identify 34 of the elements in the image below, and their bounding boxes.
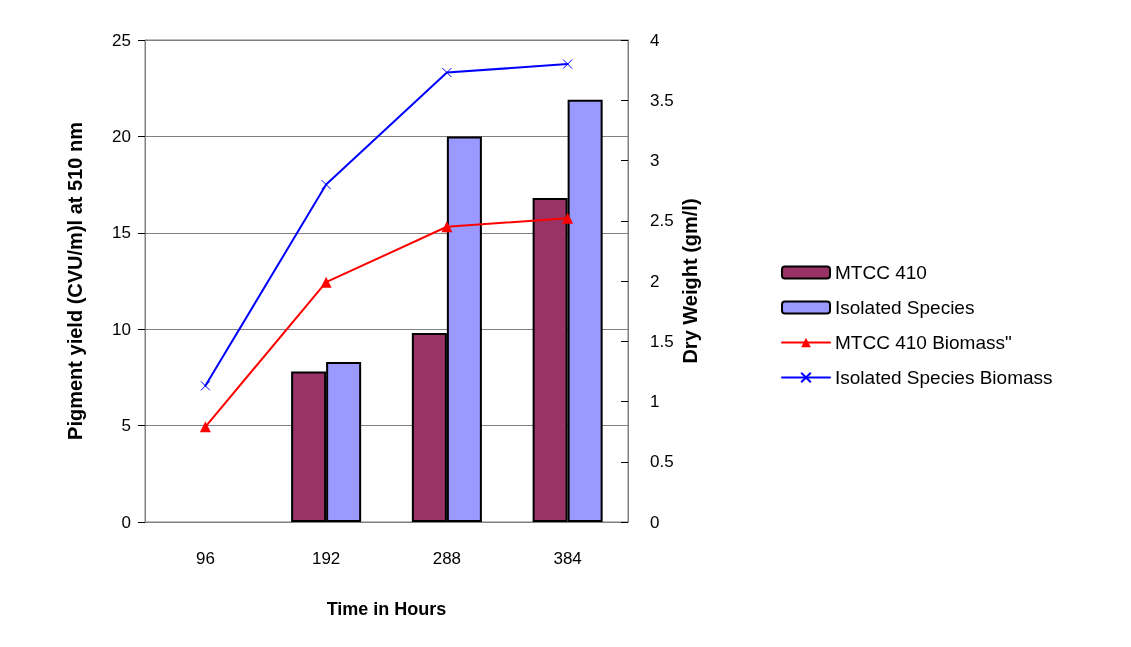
y-tick-label: 20 [112,126,131,146]
y-tick-label: 10 [112,319,131,339]
y2-tick-label: 1.5 [650,331,674,351]
y-tick-label: 5 [121,416,131,436]
y2-tick-label: 2 [650,271,660,291]
x-tick-label: 192 [311,549,341,568]
point [200,380,211,391]
y2-tick-label: 0.5 [650,452,674,472]
x-tick-label: 288 [432,549,462,568]
y-axis-title: Pigment yield (CVU/m)l at 510 nm [64,122,86,440]
x-tick-label: 384 [553,549,582,568]
point [562,212,574,224]
y2-tick-label: 3.5 [650,90,674,110]
y2-axis-title: Dry Weight (gm/l) [679,198,701,364]
y2-tick-label: 1 [650,392,660,411]
legend-label: MTCC 410 Biomass" [835,332,1012,353]
legend-label: MTCC 410 [835,262,927,283]
point [441,67,452,78]
legend-label: Isolated Species Biomass [835,367,1053,388]
y-tick-label: 0 [121,512,131,532]
x-tick-label: 96 [195,549,215,568]
point [562,59,573,70]
point [441,221,453,233]
legend-label: Isolated Species [835,297,975,318]
y2-tick-label: 4 [650,30,660,50]
x-axis-title: Time in Hours [326,599,447,619]
point [320,276,332,288]
y-tick-label: 25 [112,30,131,50]
y-tick-label: 15 [112,223,131,243]
y2-tick-label: 2.5 [650,211,674,231]
y2-tick-label: 3 [650,151,660,170]
point [199,421,211,433]
y2-tick-label: 0 [650,512,660,532]
point [321,179,332,190]
